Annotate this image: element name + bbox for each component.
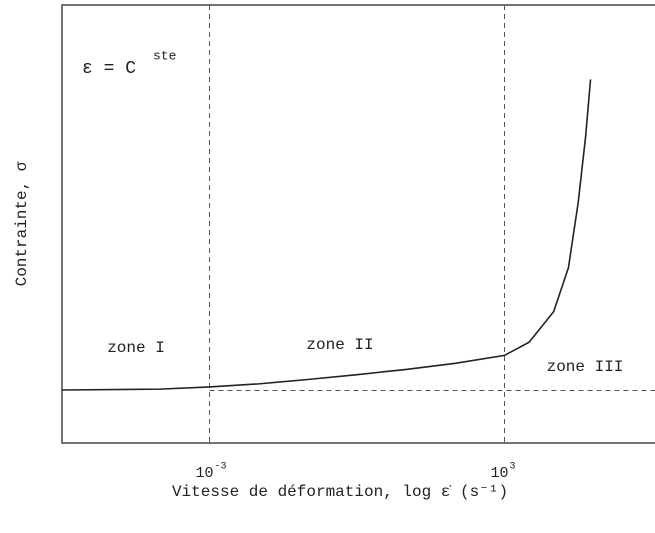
zone-label: zone III	[547, 358, 624, 376]
zone-label: zone II	[306, 336, 373, 354]
x-axis-label: Vitesse de déformation, log ε̇ (s⁻¹)	[172, 483, 508, 501]
x-tick-label: 10	[490, 465, 508, 482]
x-tick-exponent: -3	[215, 462, 227, 473]
annotation: ε = C	[82, 59, 136, 79]
x-tick-label: 10	[195, 465, 213, 482]
curve	[61, 79, 592, 391]
plot-frame	[61, 4, 655, 444]
x-tick-exponent: 3	[510, 462, 516, 473]
zone-label: zone I	[107, 339, 165, 357]
annotation-superscript: ste	[153, 48, 176, 63]
y-axis-label: Contrainte, σ	[13, 161, 31, 286]
